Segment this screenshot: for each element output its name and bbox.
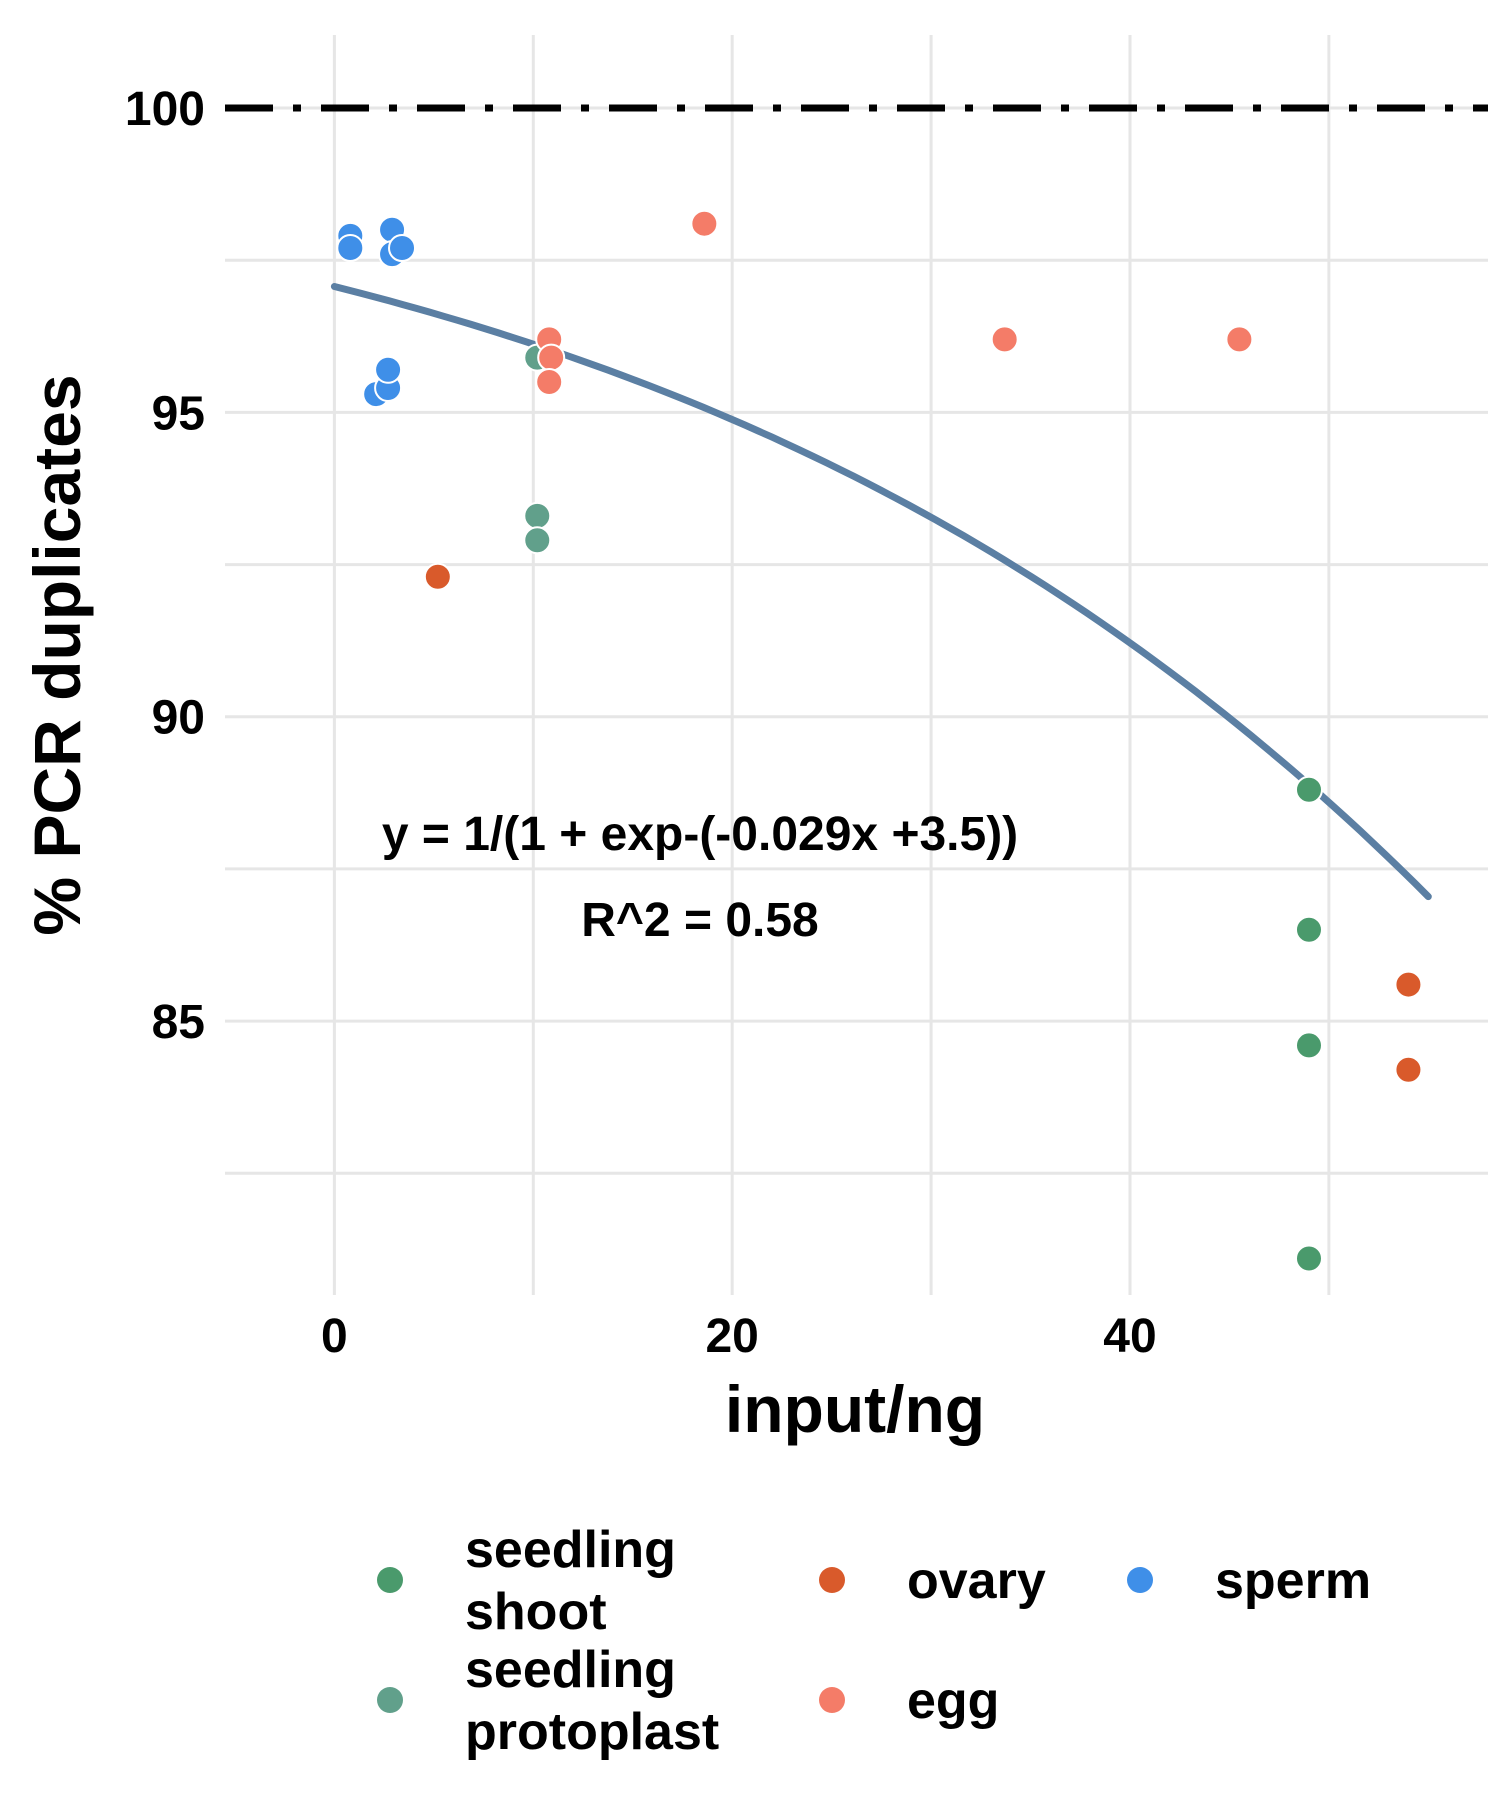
point-egg (990, 325, 1019, 354)
point-egg (1225, 325, 1254, 354)
legend-label-egg: egg (907, 1672, 999, 1730)
y-tick-label: 100 (125, 83, 205, 136)
point-egg (690, 209, 719, 238)
point-seedling-protoplast (523, 501, 552, 530)
point-seedling-shoot (1294, 1031, 1323, 1060)
legend-key-seedling-shoot (377, 1567, 403, 1593)
legend-label-sperm: sperm (1215, 1552, 1371, 1610)
legend-key-seedling-protoplast (377, 1687, 403, 1713)
point-egg (535, 367, 564, 396)
legend: seedlingshootseedlingprotoplastovaryeggs… (377, 1521, 1371, 1761)
fit-equation-annotation: y = 1/(1 + exp-(-0.029x +3.5)) (382, 808, 1018, 861)
legend-key-ovary (819, 1567, 845, 1593)
point-ovary (423, 562, 452, 591)
y-tick-label: 90 (152, 692, 205, 745)
data-points (336, 209, 1423, 1273)
point-sperm (374, 355, 403, 384)
x-tick-label: 40 (1103, 1310, 1156, 1363)
point-sperm (336, 234, 365, 263)
fit-curve (330, 283, 1432, 901)
x-tick-label: 0 (321, 1310, 348, 1363)
point-seedling-shoot (1294, 775, 1323, 804)
point-sperm (388, 234, 417, 263)
y-tick-labels: 85 90 95 100 (125, 83, 205, 1049)
point-ovary (1394, 970, 1423, 999)
y-tick-label: 95 (152, 387, 205, 440)
legend-key-egg (819, 1687, 845, 1713)
x-axis-title: input/ng (725, 1372, 985, 1446)
point-seedling-shoot (1294, 915, 1323, 944)
legend-key-sperm (1127, 1567, 1153, 1593)
point-seedling-protoplast (523, 526, 552, 555)
y-axis-title: % PCR duplicates (20, 374, 94, 935)
r-squared-annotation: R^2 = 0.58 (581, 894, 819, 947)
x-tick-labels: 0 20 40 (321, 1310, 1157, 1363)
grid-lines (225, 35, 1488, 1295)
legend-label-ovary: ovary (907, 1552, 1046, 1610)
x-tick-label: 20 (705, 1310, 758, 1363)
legend-label-seedling-shoot: seedling (465, 1521, 676, 1579)
y-tick-label: 85 (152, 996, 205, 1049)
legend-label-seedling-protoplast: seedling (465, 1641, 676, 1699)
point-egg (537, 343, 566, 372)
legend-label-seedling-protoplast: protoplast (465, 1703, 719, 1761)
legend-label-seedling-shoot: shoot (465, 1583, 607, 1641)
point-ovary (1394, 1055, 1423, 1084)
point-seedling-shoot (1294, 1244, 1323, 1273)
